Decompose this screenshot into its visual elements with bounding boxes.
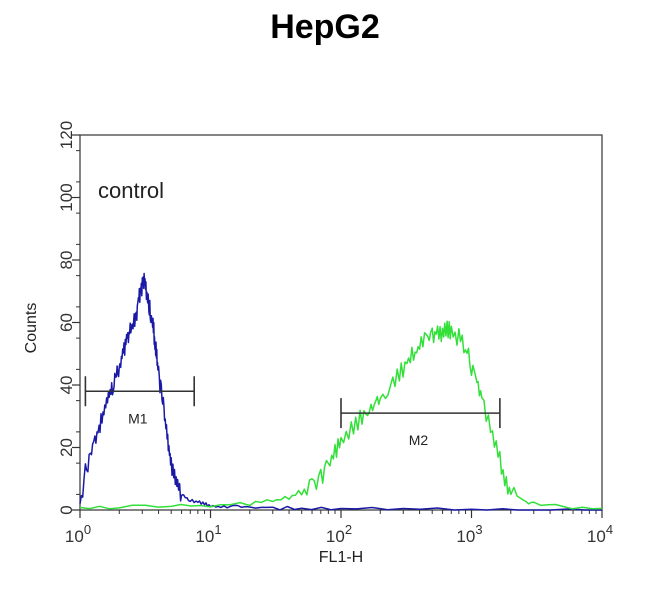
x-tick-exponent: 4 [606, 522, 613, 537]
y-tick-label: 100 [57, 183, 76, 211]
x-tick-exponent: 0 [84, 522, 91, 537]
y-tick-label: 80 [57, 251, 76, 270]
marker-label-m1: M1 [128, 410, 148, 426]
y-tick-label: 40 [57, 376, 76, 395]
y-tick-label: 60 [57, 313, 76, 332]
y-tick-label: 20 [57, 438, 76, 457]
x-tick-label: 101 [195, 522, 221, 546]
x-tick-base: 10 [65, 527, 84, 546]
y-axis-ticks: 0 20 40 60 80 100 120 [57, 121, 80, 515]
series-layer [79, 272, 603, 511]
x-tick-base: 10 [326, 527, 345, 546]
x-tick-exponent: 3 [475, 522, 482, 537]
x-tick-label: 103 [456, 522, 482, 546]
plot-frame [79, 134, 603, 511]
x-tick-base: 10 [587, 527, 606, 546]
chart-title: HepG2 [270, 8, 380, 46]
x-tick-label: 104 [587, 522, 613, 546]
marker-label-m2: M2 [409, 432, 429, 448]
histogram-series-2 [79, 320, 603, 510]
marker-layer: M1 M2 [84, 376, 501, 448]
x-tick-base: 10 [195, 527, 214, 546]
control-annotation: control [98, 178, 164, 203]
x-tick-base: 10 [456, 527, 475, 546]
y-tick-label: 0 [57, 505, 76, 514]
histogram-series-1 [79, 272, 602, 511]
x-axis-ticks: 100 101 102 103 104 [65, 510, 613, 546]
y-axis-label: Counts [23, 303, 40, 354]
x-tick-label: 100 [65, 522, 91, 546]
y-tick-label: 120 [57, 121, 76, 149]
x-tick-exponent: 1 [214, 522, 221, 537]
x-tick-label: 102 [326, 522, 352, 546]
x-tick-exponent: 2 [345, 522, 352, 537]
x-axis-label: FL1-H [319, 549, 363, 566]
